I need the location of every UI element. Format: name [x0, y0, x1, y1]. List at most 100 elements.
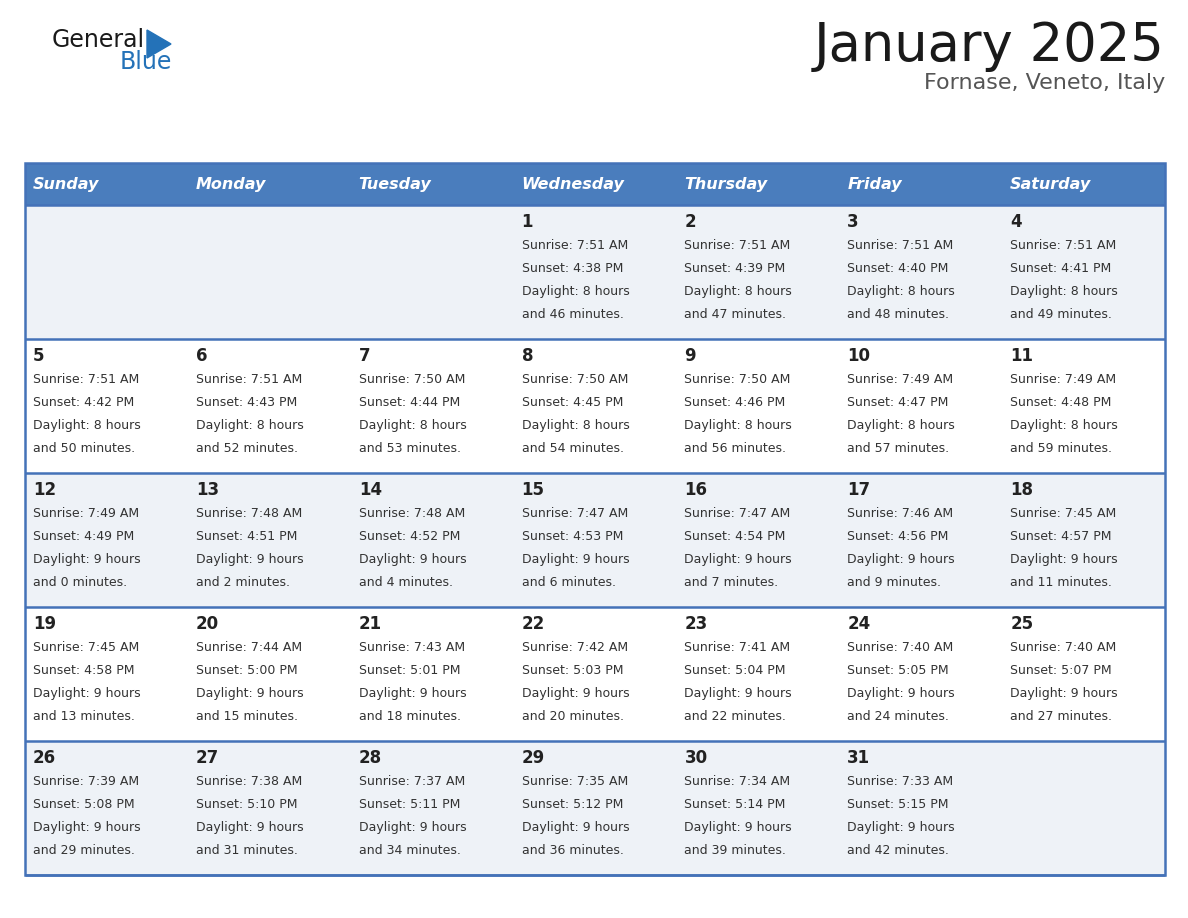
Text: Sunset: 4:57 PM: Sunset: 4:57 PM — [1010, 530, 1112, 543]
Text: 12: 12 — [33, 481, 56, 499]
Text: and 46 minutes.: and 46 minutes. — [522, 308, 624, 321]
Text: Sunset: 4:47 PM: Sunset: 4:47 PM — [847, 396, 949, 409]
Text: 31: 31 — [847, 749, 871, 767]
Text: and 57 minutes.: and 57 minutes. — [847, 442, 949, 455]
Text: and 34 minutes.: and 34 minutes. — [359, 844, 461, 857]
Text: and 11 minutes.: and 11 minutes. — [1010, 576, 1112, 589]
Text: 14: 14 — [359, 481, 381, 499]
Text: Sunrise: 7:35 AM: Sunrise: 7:35 AM — [522, 775, 627, 788]
Text: Daylight: 9 hours: Daylight: 9 hours — [33, 821, 140, 834]
Text: Sunrise: 7:51 AM: Sunrise: 7:51 AM — [684, 239, 791, 252]
Text: Daylight: 8 hours: Daylight: 8 hours — [684, 419, 792, 432]
Text: Sunday: Sunday — [33, 176, 100, 192]
Text: Sunrise: 7:39 AM: Sunrise: 7:39 AM — [33, 775, 139, 788]
Text: Sunset: 4:58 PM: Sunset: 4:58 PM — [33, 664, 134, 677]
Text: and 0 minutes.: and 0 minutes. — [33, 576, 127, 589]
Text: Monday: Monday — [196, 176, 266, 192]
Text: Sunset: 5:00 PM: Sunset: 5:00 PM — [196, 664, 297, 677]
Text: and 20 minutes.: and 20 minutes. — [522, 710, 624, 723]
Text: Sunrise: 7:51 AM: Sunrise: 7:51 AM — [522, 239, 627, 252]
Text: Sunrise: 7:42 AM: Sunrise: 7:42 AM — [522, 641, 627, 654]
Text: and 56 minutes.: and 56 minutes. — [684, 442, 786, 455]
Text: Sunrise: 7:51 AM: Sunrise: 7:51 AM — [196, 373, 302, 386]
Text: Daylight: 8 hours: Daylight: 8 hours — [359, 419, 467, 432]
Text: Daylight: 9 hours: Daylight: 9 hours — [847, 687, 955, 700]
Text: Sunrise: 7:48 AM: Sunrise: 7:48 AM — [359, 507, 465, 520]
Text: and 2 minutes.: and 2 minutes. — [196, 576, 290, 589]
Text: and 29 minutes.: and 29 minutes. — [33, 844, 135, 857]
Text: Sunrise: 7:38 AM: Sunrise: 7:38 AM — [196, 775, 302, 788]
Text: Daylight: 8 hours: Daylight: 8 hours — [847, 285, 955, 298]
Text: and 49 minutes.: and 49 minutes. — [1010, 308, 1112, 321]
Text: Sunrise: 7:49 AM: Sunrise: 7:49 AM — [847, 373, 954, 386]
Text: 16: 16 — [684, 481, 707, 499]
Text: and 47 minutes.: and 47 minutes. — [684, 308, 786, 321]
Text: Sunset: 5:10 PM: Sunset: 5:10 PM — [196, 798, 297, 811]
Text: Daylight: 9 hours: Daylight: 9 hours — [684, 821, 792, 834]
Text: Sunrise: 7:33 AM: Sunrise: 7:33 AM — [847, 775, 954, 788]
Text: 13: 13 — [196, 481, 219, 499]
FancyBboxPatch shape — [25, 741, 1165, 875]
Text: Daylight: 9 hours: Daylight: 9 hours — [196, 553, 303, 566]
Text: Sunrise: 7:50 AM: Sunrise: 7:50 AM — [522, 373, 628, 386]
Text: Blue: Blue — [120, 50, 172, 74]
Text: Sunset: 4:54 PM: Sunset: 4:54 PM — [684, 530, 785, 543]
Text: and 50 minutes.: and 50 minutes. — [33, 442, 135, 455]
Text: and 48 minutes.: and 48 minutes. — [847, 308, 949, 321]
Text: Wednesday: Wednesday — [522, 176, 625, 192]
Text: Daylight: 9 hours: Daylight: 9 hours — [359, 821, 467, 834]
Text: Daylight: 9 hours: Daylight: 9 hours — [33, 687, 140, 700]
Text: Daylight: 9 hours: Daylight: 9 hours — [522, 553, 630, 566]
Text: Sunset: 4:44 PM: Sunset: 4:44 PM — [359, 396, 460, 409]
Text: Daylight: 9 hours: Daylight: 9 hours — [847, 821, 955, 834]
Text: Sunset: 4:45 PM: Sunset: 4:45 PM — [522, 396, 623, 409]
Text: Sunset: 4:56 PM: Sunset: 4:56 PM — [847, 530, 949, 543]
Text: Sunrise: 7:40 AM: Sunrise: 7:40 AM — [847, 641, 954, 654]
Text: Sunrise: 7:48 AM: Sunrise: 7:48 AM — [196, 507, 302, 520]
Text: Daylight: 8 hours: Daylight: 8 hours — [522, 419, 630, 432]
Text: 17: 17 — [847, 481, 871, 499]
Text: Sunrise: 7:45 AM: Sunrise: 7:45 AM — [1010, 507, 1117, 520]
Text: Daylight: 8 hours: Daylight: 8 hours — [196, 419, 304, 432]
Text: Sunset: 4:43 PM: Sunset: 4:43 PM — [196, 396, 297, 409]
Text: Sunset: 5:08 PM: Sunset: 5:08 PM — [33, 798, 134, 811]
Text: 23: 23 — [684, 615, 708, 633]
Text: Sunrise: 7:43 AM: Sunrise: 7:43 AM — [359, 641, 465, 654]
Text: Daylight: 8 hours: Daylight: 8 hours — [522, 285, 630, 298]
Text: Sunrise: 7:51 AM: Sunrise: 7:51 AM — [847, 239, 954, 252]
Text: 5: 5 — [33, 347, 44, 365]
Text: and 54 minutes.: and 54 minutes. — [522, 442, 624, 455]
Text: Daylight: 9 hours: Daylight: 9 hours — [1010, 687, 1118, 700]
Text: Daylight: 8 hours: Daylight: 8 hours — [847, 419, 955, 432]
Text: and 59 minutes.: and 59 minutes. — [1010, 442, 1112, 455]
Text: Daylight: 9 hours: Daylight: 9 hours — [359, 687, 467, 700]
Text: Fornase, Veneto, Italy: Fornase, Veneto, Italy — [924, 73, 1165, 93]
Text: and 53 minutes.: and 53 minutes. — [359, 442, 461, 455]
Text: Sunrise: 7:46 AM: Sunrise: 7:46 AM — [847, 507, 954, 520]
Text: 9: 9 — [684, 347, 696, 365]
Text: Sunrise: 7:50 AM: Sunrise: 7:50 AM — [359, 373, 465, 386]
Text: Sunrise: 7:45 AM: Sunrise: 7:45 AM — [33, 641, 139, 654]
Text: 1: 1 — [522, 213, 533, 231]
Text: 24: 24 — [847, 615, 871, 633]
Text: Friday: Friday — [847, 176, 902, 192]
FancyBboxPatch shape — [25, 339, 1165, 473]
FancyBboxPatch shape — [25, 205, 1165, 339]
Text: Sunrise: 7:40 AM: Sunrise: 7:40 AM — [1010, 641, 1117, 654]
Text: Sunset: 4:49 PM: Sunset: 4:49 PM — [33, 530, 134, 543]
Text: Daylight: 9 hours: Daylight: 9 hours — [684, 553, 792, 566]
FancyBboxPatch shape — [25, 163, 1165, 205]
Text: Sunset: 4:41 PM: Sunset: 4:41 PM — [1010, 262, 1112, 275]
Text: Sunset: 5:07 PM: Sunset: 5:07 PM — [1010, 664, 1112, 677]
Text: 2: 2 — [684, 213, 696, 231]
Text: Daylight: 9 hours: Daylight: 9 hours — [33, 553, 140, 566]
Text: and 4 minutes.: and 4 minutes. — [359, 576, 453, 589]
Text: and 31 minutes.: and 31 minutes. — [196, 844, 298, 857]
FancyBboxPatch shape — [25, 473, 1165, 607]
Text: Sunrise: 7:47 AM: Sunrise: 7:47 AM — [522, 507, 627, 520]
Text: and 27 minutes.: and 27 minutes. — [1010, 710, 1112, 723]
Text: Sunset: 4:38 PM: Sunset: 4:38 PM — [522, 262, 623, 275]
Text: January 2025: January 2025 — [814, 20, 1165, 72]
Text: Daylight: 8 hours: Daylight: 8 hours — [33, 419, 140, 432]
Text: 4: 4 — [1010, 213, 1022, 231]
